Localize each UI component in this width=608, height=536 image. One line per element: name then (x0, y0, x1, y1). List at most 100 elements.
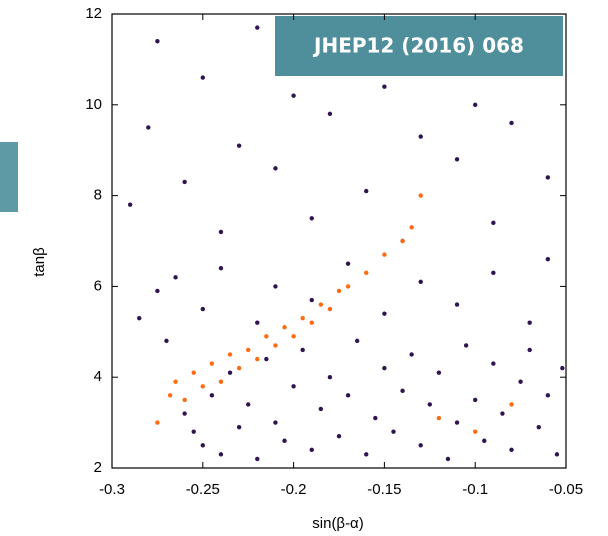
point (400, 238, 405, 244)
point (473, 429, 478, 434)
point (155, 420, 160, 425)
y-tick-label: 2 (94, 459, 102, 476)
point (227, 370, 233, 375)
point (554, 452, 560, 457)
point (382, 311, 387, 316)
point (509, 402, 514, 407)
point (436, 415, 442, 421)
point (255, 356, 260, 362)
point (473, 102, 478, 108)
point (445, 456, 451, 462)
point (300, 315, 305, 321)
point (236, 424, 242, 430)
point (155, 288, 160, 294)
point (182, 411, 187, 416)
point (354, 338, 360, 344)
point (264, 356, 269, 362)
point (491, 220, 496, 226)
x-tick-label: -0.3 (99, 481, 125, 498)
point (209, 393, 215, 398)
point (309, 297, 314, 303)
point (273, 166, 278, 171)
x-tick-label: -0.25 (186, 481, 220, 498)
y-tick-label: 8 (94, 187, 102, 204)
point (418, 279, 423, 285)
point (382, 252, 387, 257)
point (218, 379, 224, 384)
point (327, 306, 333, 312)
point (236, 143, 242, 148)
point (246, 347, 251, 353)
point (364, 270, 369, 275)
point (255, 456, 260, 462)
point (173, 379, 178, 384)
point (255, 320, 260, 325)
point (200, 75, 205, 80)
point (291, 93, 296, 98)
point (364, 452, 369, 457)
point (409, 352, 414, 357)
points (127, 25, 565, 462)
point (463, 343, 469, 348)
point (382, 365, 387, 371)
point (273, 343, 278, 348)
point (509, 447, 514, 453)
x-tick-label: -0.15 (367, 481, 401, 498)
point (345, 261, 351, 266)
point (167, 393, 173, 398)
point (200, 384, 205, 389)
x-tick-label: -0.2 (281, 481, 307, 498)
y-axis-label: tanβ (31, 247, 48, 277)
point (560, 365, 565, 371)
point (309, 320, 314, 325)
x-axis-label: sin(β-α) (312, 515, 363, 532)
point (400, 388, 405, 394)
point (327, 375, 333, 380)
point (436, 370, 442, 375)
point (300, 347, 305, 353)
point (364, 188, 369, 194)
point (309, 216, 314, 221)
point (427, 402, 432, 407)
point (264, 334, 269, 339)
point (518, 379, 523, 384)
point (418, 443, 423, 448)
point (500, 411, 505, 416)
point (209, 361, 215, 366)
point (345, 393, 351, 398)
point (182, 397, 187, 403)
point (282, 438, 287, 443)
point (491, 270, 496, 275)
y-tick-label: 10 (85, 96, 102, 113)
y-tick-label: 6 (94, 277, 102, 294)
point (191, 370, 196, 375)
point (409, 225, 414, 230)
point (146, 125, 151, 130)
point (200, 306, 205, 312)
point (373, 415, 378, 421)
point (218, 452, 224, 457)
point (236, 365, 242, 371)
point (291, 334, 296, 339)
point (482, 438, 487, 443)
point (318, 406, 324, 412)
point (255, 25, 260, 30)
point (200, 443, 205, 448)
y-tick-label: 12 (85, 5, 102, 22)
point (127, 202, 133, 207)
point (173, 275, 178, 280)
point (473, 397, 478, 403)
plot-frame (111, 13, 567, 469)
point (164, 338, 169, 344)
point (382, 84, 387, 89)
x-tick-label: -0.05 (549, 481, 583, 498)
point (327, 111, 333, 117)
badge-box (275, 16, 563, 76)
point (491, 361, 496, 366)
point (336, 434, 342, 439)
point (318, 302, 324, 307)
point (454, 420, 460, 425)
point (282, 325, 287, 330)
